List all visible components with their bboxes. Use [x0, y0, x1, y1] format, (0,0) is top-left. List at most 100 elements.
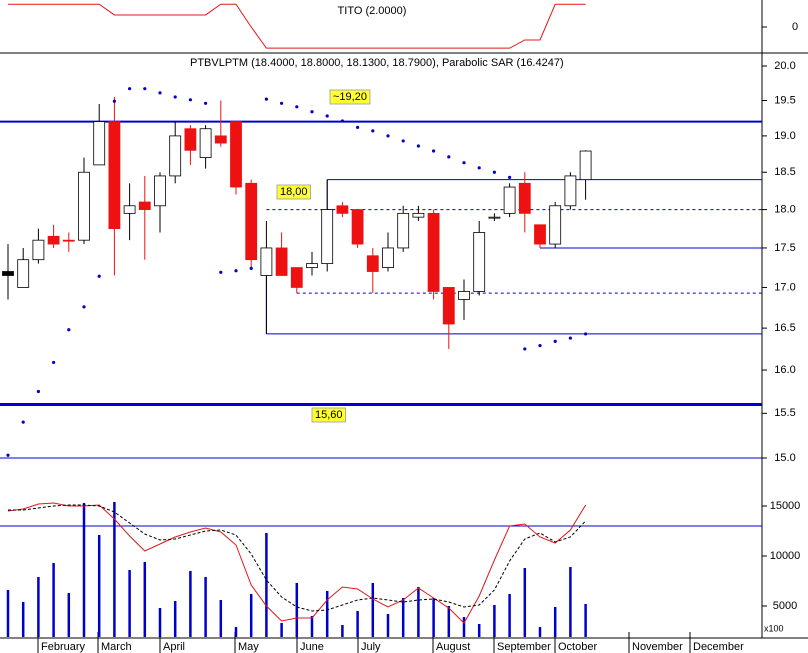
candle-body	[245, 182, 258, 261]
sar-dot	[204, 101, 208, 105]
candle-body	[17, 259, 30, 288]
sar-dot	[158, 91, 162, 95]
x-tick-label: August	[436, 641, 470, 653]
chart-title: PTBVLPTM (18.4000, 18.8000, 18.1300, 18.…	[190, 57, 564, 69]
sar-dot	[523, 347, 527, 351]
indicator-title: TITO (2.0000)	[338, 5, 407, 17]
x-tick-label: April	[163, 641, 185, 653]
candle-body	[442, 287, 455, 325]
candle-body	[123, 205, 136, 214]
x-tick-label: December	[693, 641, 744, 653]
level-label: 15,60	[315, 409, 343, 421]
candle-body	[321, 209, 334, 265]
level-label-box	[276, 184, 311, 200]
candle-body	[412, 212, 425, 218]
candle-body	[230, 121, 242, 188]
candle-body	[78, 171, 90, 241]
indicator-line	[8, 3, 586, 49]
sar-dot	[447, 155, 451, 159]
candle-body	[2, 271, 14, 276]
sar-dot	[97, 274, 101, 278]
x-tick-label: July	[361, 641, 381, 653]
candle-body	[564, 175, 577, 207]
sar-dot	[36, 389, 41, 394]
y-tick-label: 15.5	[774, 407, 795, 419]
x-tick-label: March	[101, 641, 132, 653]
candle-body	[518, 182, 531, 214]
candle-body	[473, 232, 486, 292]
sar-dot	[6, 453, 10, 457]
candle-body	[47, 235, 60, 245]
candle-body	[199, 128, 212, 158]
sar-dot	[52, 360, 56, 365]
candle-body	[138, 201, 151, 210]
sar-dot	[264, 97, 268, 101]
candle-body	[154, 175, 166, 207]
sar-dot	[538, 343, 542, 348]
sar-dot	[462, 161, 466, 165]
sar-dot	[386, 134, 390, 138]
sar-dot	[188, 98, 192, 102]
candle-body	[62, 239, 75, 242]
candle-body	[214, 135, 227, 144]
sar-dot	[234, 269, 238, 273]
candle-body	[382, 247, 394, 268]
y-tick-label: 15000	[770, 500, 801, 512]
candle-body	[351, 209, 364, 245]
candle-body	[32, 239, 45, 261]
volume-average	[8, 504, 586, 612]
sar-dot	[416, 144, 420, 148]
x-tick-label: October	[558, 641, 597, 653]
y-tick-label: 17.5	[774, 242, 795, 254]
candle-body	[260, 247, 273, 276]
sar-dot	[82, 305, 86, 309]
sar-dot	[340, 119, 344, 123]
candle-body	[108, 121, 121, 230]
sar-dot	[295, 105, 299, 109]
sar-dot	[280, 101, 284, 105]
sar-dot	[508, 175, 512, 179]
sar-dot	[173, 95, 177, 99]
candle-body	[306, 263, 318, 268]
sar-dot	[568, 336, 573, 340]
sar-dot	[112, 99, 116, 103]
x-tick-label: June	[300, 641, 324, 653]
sar-dot	[371, 129, 375, 133]
candle-body	[503, 186, 516, 214]
y-tick-label: 20.0	[774, 60, 795, 72]
level-label-box	[311, 407, 346, 423]
candle-body	[397, 212, 410, 249]
sar-dot	[310, 110, 314, 114]
y-tick-label: 16.0	[774, 364, 795, 376]
level-label: 18,00	[280, 186, 308, 198]
candle-body	[93, 121, 106, 166]
candle-body	[458, 291, 470, 300]
level-label: ~19,20	[333, 91, 367, 103]
y-tick-label: 5000	[773, 600, 797, 612]
candle-body	[427, 212, 440, 292]
x-tick-label: May	[238, 641, 259, 653]
y-tick-label: 19.0	[774, 130, 795, 142]
candle-body	[184, 128, 197, 151]
volume-unit: x100	[764, 623, 784, 633]
candle-body	[169, 135, 182, 177]
y-tick-label: 18.0	[774, 203, 795, 215]
y-tick-label: 19.5	[774, 94, 795, 106]
sar-dot	[325, 114, 329, 118]
y-tick-label: 0	[792, 21, 798, 33]
sar-dot	[249, 266, 253, 270]
sar-dot	[477, 166, 481, 170]
level-label-box	[329, 89, 371, 105]
candle-body	[366, 255, 379, 272]
x-tick-label: November	[632, 641, 683, 653]
y-tick-label: 16.5	[774, 322, 795, 334]
volume-average	[7, 502, 587, 624]
x-tick-label: September	[497, 641, 551, 653]
candle-body	[579, 150, 592, 181]
sar-dot	[356, 125, 360, 129]
y-tick-label: 17.0	[774, 281, 795, 293]
sar-dot	[432, 149, 436, 153]
sar-dot	[219, 270, 223, 274]
sar-dot	[67, 328, 71, 332]
